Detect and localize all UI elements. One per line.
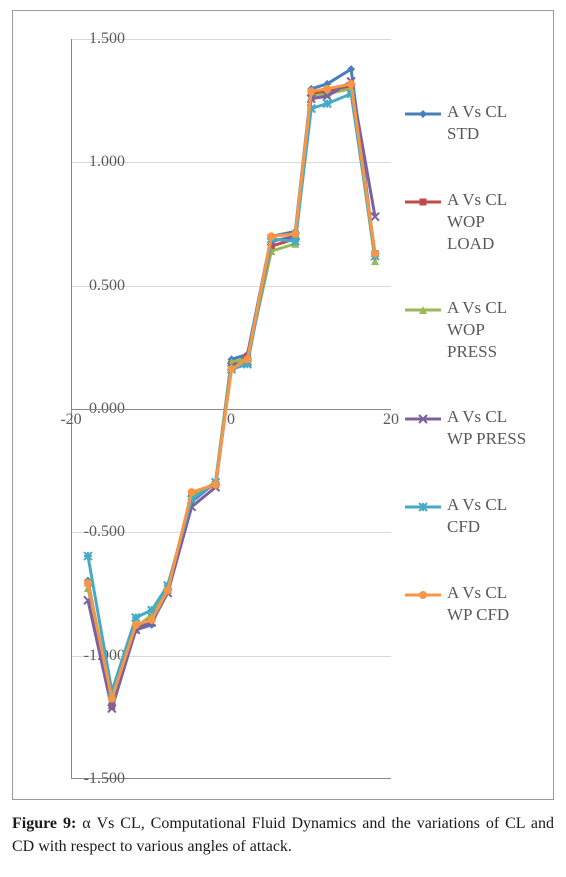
legend-swatch	[405, 412, 441, 426]
series-marker	[371, 250, 379, 258]
legend-label: A Vs CL CFD	[447, 494, 553, 538]
series-marker	[84, 579, 92, 587]
legend-entry: A Vs CL CFD	[405, 494, 553, 540]
series-line	[88, 86, 375, 706]
figure-caption: Figure 9: α Vs CL, Computational Fluid D…	[12, 812, 554, 858]
x-tick-label: -20	[60, 411, 81, 429]
legend-swatch	[405, 500, 441, 514]
series-marker	[212, 481, 220, 489]
legend-label: A Vs CL STD	[447, 101, 553, 145]
series-marker	[84, 552, 92, 560]
legend-entry: A Vs CL WOP LOAD	[405, 189, 553, 255]
series-line	[88, 89, 375, 701]
series-marker	[148, 616, 156, 624]
legend-label: A Vs CL WP CFD	[447, 582, 553, 626]
series-marker	[307, 87, 315, 95]
legend-label: A Vs CL WOP PRESS	[447, 297, 553, 363]
legend: A Vs CL STD A Vs CL WOP LOAD A Vs CL WOP P…	[405, 101, 553, 670]
series-marker	[323, 100, 331, 108]
legend-label: A Vs CL WOP LOAD	[447, 189, 553, 255]
legend-swatch	[405, 195, 441, 209]
series-line	[88, 84, 375, 699]
legend-entry: A Vs CL WP PRESS	[405, 406, 553, 452]
x-tick-label: 20	[383, 411, 399, 429]
legend-entry: A Vs CL STD	[405, 101, 553, 147]
series-marker	[108, 695, 116, 703]
series-marker	[228, 365, 236, 373]
x-tick-label: 0	[227, 411, 235, 429]
legend-label: A Vs CL WP PRESS	[447, 406, 553, 450]
series-marker	[323, 85, 331, 93]
series-marker	[347, 80, 355, 88]
series-marker	[243, 355, 251, 363]
series-marker	[164, 586, 172, 594]
series-line	[88, 69, 375, 703]
plot-area: -1.500-1.000-0.5000.0000.5001.0001.500	[71, 39, 391, 779]
legend-swatch	[405, 588, 441, 602]
caption-prefix: Figure 9:	[12, 815, 76, 832]
series-layer	[72, 39, 391, 778]
series-line	[88, 94, 375, 692]
legend-swatch	[405, 107, 441, 121]
legend-entry: A Vs CL WOP PRESS	[405, 297, 553, 363]
figure-frame: -1.500-1.000-0.5000.0000.5001.0001.500 -…	[12, 10, 554, 800]
series-marker	[132, 621, 140, 629]
legend-swatch	[405, 303, 441, 317]
series-line	[88, 81, 375, 708]
series-marker	[188, 488, 196, 496]
series-marker	[291, 230, 299, 238]
series-marker	[132, 614, 140, 622]
series-marker	[291, 237, 299, 245]
series-marker	[267, 232, 275, 240]
caption-text: α Vs CL, Computational Fluid Dynamics an…	[12, 815, 554, 855]
legend-entry: A Vs CL WP CFD	[405, 582, 553, 628]
